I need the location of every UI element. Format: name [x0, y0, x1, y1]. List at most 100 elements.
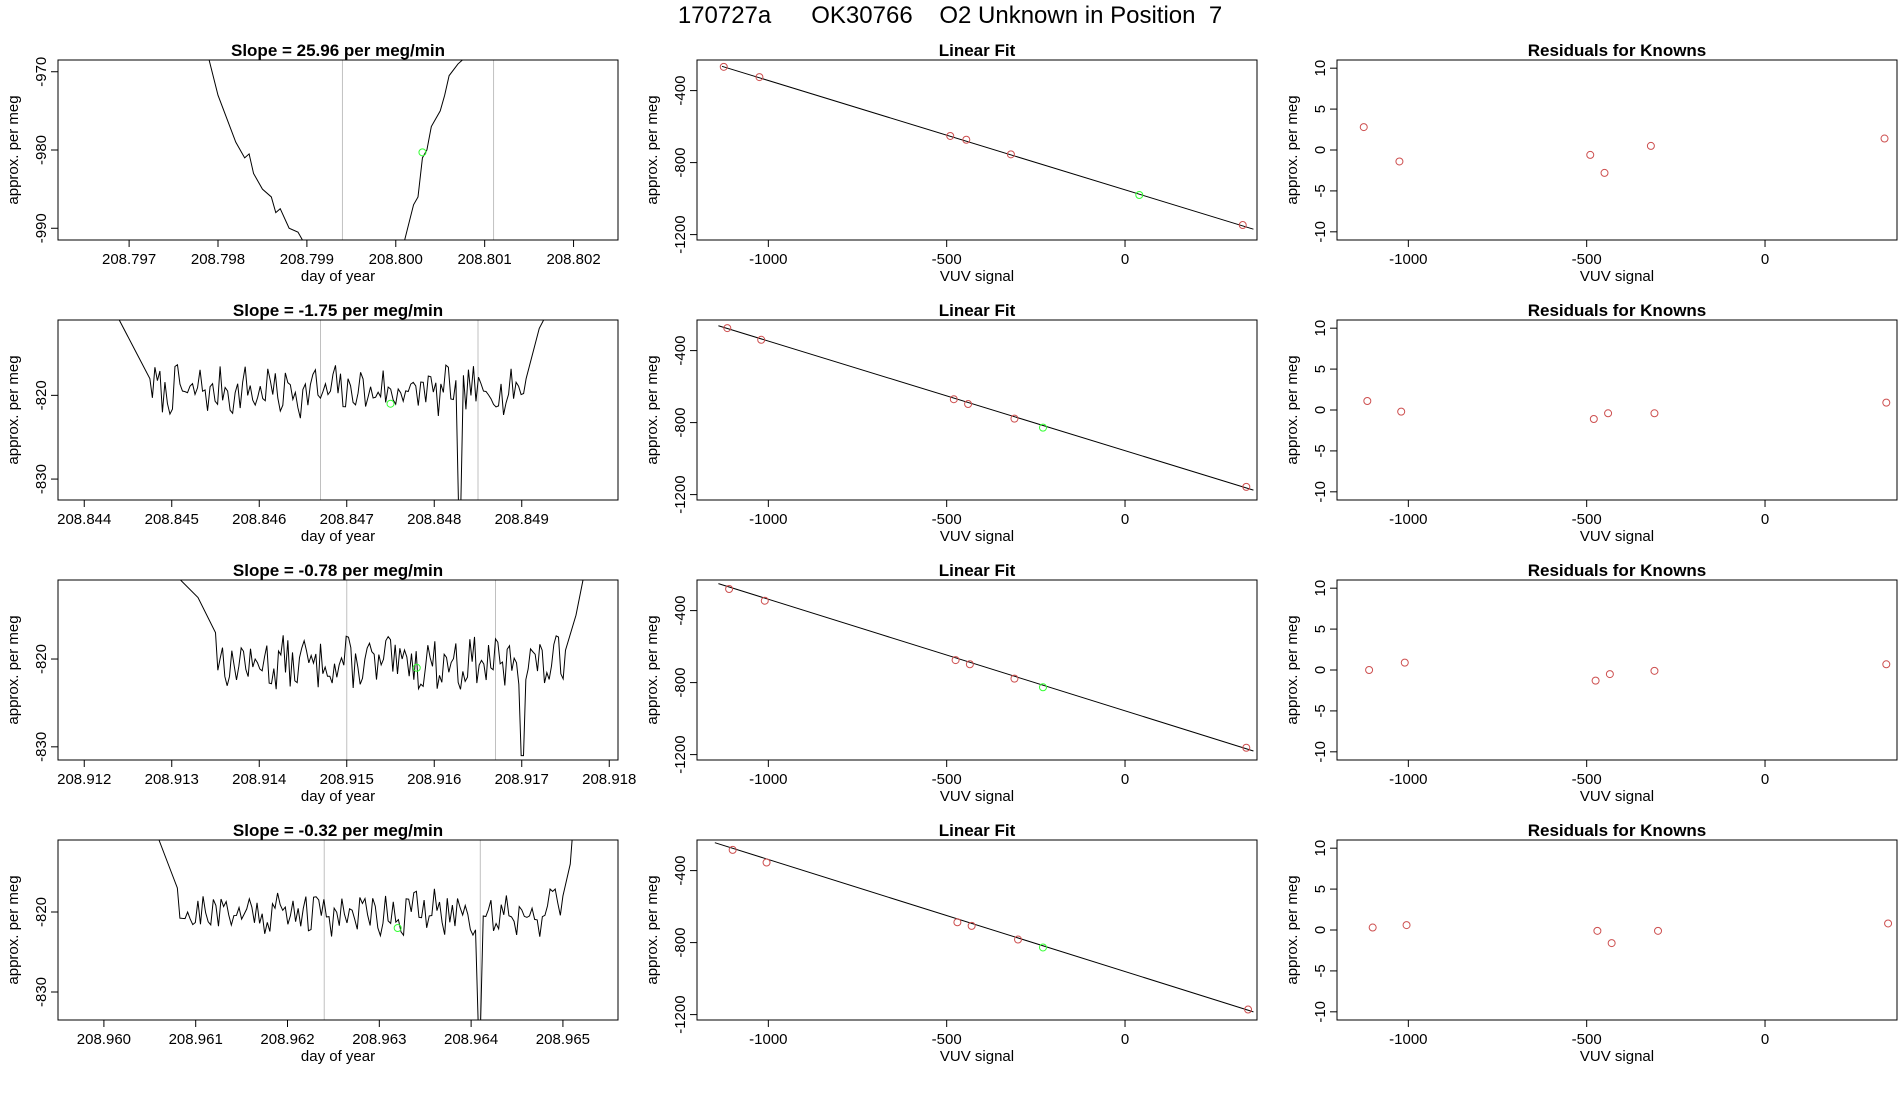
panel-2-2: -1000 -500 0 -400 -800 -1200 Linear Fit VUV sig… [644, 301, 1258, 545]
y-tick-label: -1200 [672, 475, 689, 513]
y-tick-label: -820 [33, 380, 50, 410]
panel-3-4: -1000 -500 0 10 5 0 -5 -10 Residuals for Knowns V… [1284, 821, 1898, 1065]
x-tick-label: -1000 [1389, 511, 1427, 528]
y-tick-label: 5 [1312, 365, 1329, 373]
x-tick-label: 0 [1121, 1031, 1129, 1048]
known-point [1600, 168, 1609, 177]
fit-line [714, 842, 1254, 1013]
trace-line [208, 60, 303, 240]
y-tick-label: -990 [33, 213, 50, 243]
known-point [1884, 919, 1893, 928]
known-point [1880, 134, 1889, 143]
plot-area [719, 62, 1254, 230]
panel-title: Residuals for Knowns [1528, 561, 1707, 580]
panel-title: Linear Fit [939, 41, 1016, 60]
trace-line [404, 60, 463, 240]
panel-1-4: 208.960 208.961 208.962 208.963 208.964 208.9… [5, 821, 619, 1065]
y-tick-label: 10 [1312, 840, 1329, 857]
y-tick-label: -980 [33, 135, 50, 165]
known-point [1882, 660, 1891, 669]
x-tick-label: -500 [1572, 1031, 1602, 1048]
x-axis-label: VUV signal [940, 1048, 1014, 1065]
y-tick-label: -400 [672, 336, 689, 366]
x-axis-label: VUV signal [940, 268, 1014, 285]
known-point [967, 921, 976, 930]
y-tick-label: 0 [1312, 926, 1329, 934]
x-tick-label: 208.960 [77, 1031, 131, 1048]
trace-line [118, 320, 545, 500]
y-tick-label: -800 [672, 668, 689, 698]
x-tick-label: 0 [1761, 771, 1769, 788]
y-axis-label: approx. per meg [644, 355, 661, 464]
known-point [1650, 409, 1659, 418]
plot-frame [57, 59, 619, 241]
panel-title: Residuals for Knowns [1528, 301, 1707, 320]
x-tick-label: 208.844 [57, 511, 111, 528]
x-tick-label: -1000 [749, 1031, 787, 1048]
x-tick-label: -1000 [749, 511, 787, 528]
x-tick-label: 208.964 [444, 1031, 498, 1048]
unknown-point [1038, 423, 1047, 432]
y-tick-label: 5 [1312, 885, 1329, 893]
x-axis-label: VUV signal [1580, 528, 1654, 545]
x-axis-label: day of year [301, 268, 375, 285]
known-point [1242, 743, 1251, 752]
x-tick-label: -500 [932, 1031, 962, 1048]
panel-title: Slope = 25.96 per meg/min [231, 41, 445, 60]
x-axis-label: day of year [301, 1048, 375, 1065]
panel-2-3: -1000 -500 0 -400 -800 -1200 Linear Fit VUV sig… [644, 561, 1258, 805]
y-axis-label: approx. per meg [5, 615, 22, 724]
trace-line [158, 840, 573, 1020]
known-point [762, 858, 771, 867]
plot-area [180, 580, 584, 760]
page-title: 170727a OK30766 O2 Unknown in Position 7 [677, 2, 1223, 29]
panel-title: Linear Fit [939, 301, 1016, 320]
y-tick-label: 5 [1312, 625, 1329, 633]
known-point [1238, 221, 1247, 230]
known-point [725, 585, 734, 593]
known-point [1010, 414, 1019, 423]
x-tick-label: -1000 [1389, 771, 1427, 788]
y-axis-label: approx. per meg [1284, 875, 1301, 984]
x-axis-label: day of year [301, 788, 375, 805]
x-axis-label: VUV signal [1580, 788, 1654, 805]
plot-area [1368, 919, 1893, 948]
x-tick-label: 208.797 [102, 251, 156, 268]
x-tick-label: -500 [1572, 511, 1602, 528]
unknown-point [412, 663, 421, 672]
known-point [755, 73, 764, 82]
plot-frame [696, 579, 1258, 761]
x-axis-label: day of year [301, 528, 375, 545]
y-tick-label: 0 [1312, 406, 1329, 414]
plot-area [1365, 658, 1891, 685]
known-point [1006, 150, 1015, 159]
x-tick-label: 0 [1121, 771, 1129, 788]
unknown-point [418, 148, 427, 157]
x-axis-label: VUV signal [940, 528, 1014, 545]
panel-title: Slope = -0.78 per meg/min [233, 561, 443, 580]
y-axis-label: approx. per meg [5, 95, 22, 204]
panel-title: Slope = -0.32 per meg/min [233, 821, 443, 840]
known-point [1589, 415, 1598, 423]
known-point [946, 131, 955, 140]
y-axis-label: approx. per meg [1284, 355, 1301, 464]
known-point [1242, 482, 1251, 491]
x-tick-label: 208.802 [546, 251, 600, 268]
x-tick-label: 208.801 [458, 251, 512, 268]
trace-line [180, 580, 584, 757]
known-point [1400, 658, 1409, 667]
y-axis-label: approx. per meg [5, 875, 22, 984]
y-tick-label: -10 [1312, 741, 1329, 763]
plot-area [718, 583, 1254, 752]
x-tick-label: 208.961 [169, 1031, 223, 1048]
known-point [949, 395, 958, 404]
known-point [1605, 670, 1614, 679]
known-point [1363, 397, 1372, 405]
known-point [723, 324, 732, 333]
y-tick-label: 0 [1312, 146, 1329, 154]
plot-frame [57, 839, 619, 1021]
x-tick-label: 208.965 [536, 1031, 590, 1048]
known-point [1593, 926, 1602, 935]
plot-frame [696, 839, 1258, 1021]
x-tick-label: 208.916 [407, 771, 461, 788]
